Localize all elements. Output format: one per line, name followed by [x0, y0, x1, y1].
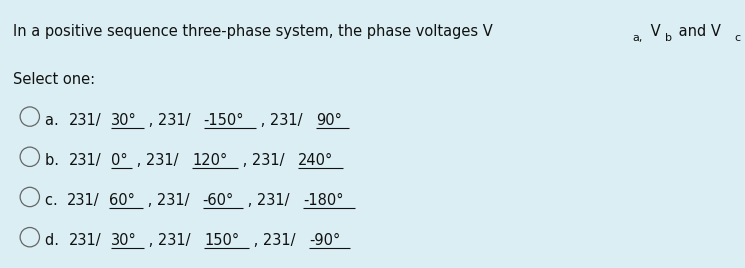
Text: V: V	[646, 24, 661, 39]
Text: are respectively:: are respectively:	[742, 24, 745, 39]
Text: d.: d.	[45, 233, 63, 248]
Text: 120°: 120°	[192, 153, 227, 168]
Text: , 231/: , 231/	[142, 193, 189, 208]
Text: c: c	[735, 33, 741, 43]
Text: -150°: -150°	[203, 113, 244, 128]
Text: 231/: 231/	[69, 113, 101, 128]
Text: , 231/: , 231/	[238, 153, 285, 168]
Text: 60°: 60°	[110, 193, 135, 208]
Text: 90°: 90°	[316, 113, 342, 128]
Text: c.: c.	[45, 193, 62, 208]
Text: 0°: 0°	[111, 153, 127, 168]
Text: b.: b.	[45, 153, 63, 168]
Text: a.: a.	[45, 113, 63, 128]
Text: 231/: 231/	[69, 233, 101, 248]
Text: and V: and V	[673, 24, 720, 39]
Text: -90°: -90°	[309, 233, 340, 248]
Text: , 231/: , 231/	[144, 113, 190, 128]
Text: a,: a,	[633, 33, 643, 43]
Text: , 231/: , 231/	[256, 113, 302, 128]
Text: 150°: 150°	[204, 233, 239, 248]
Text: b: b	[665, 33, 672, 43]
Text: 30°: 30°	[111, 233, 136, 248]
Text: , 231/: , 231/	[144, 233, 191, 248]
Text: 231/: 231/	[69, 153, 101, 168]
Text: 231/: 231/	[67, 193, 100, 208]
Text: 30°: 30°	[110, 113, 136, 128]
Text: , 231/: , 231/	[133, 153, 179, 168]
Text: , 231/: , 231/	[250, 233, 296, 248]
Text: Select one:: Select one:	[13, 72, 95, 87]
Text: In a positive sequence three-phase system, the phase voltages V: In a positive sequence three-phase syste…	[13, 24, 493, 39]
Text: , 231/: , 231/	[243, 193, 289, 208]
Text: -180°: -180°	[303, 193, 343, 208]
Text: -60°: -60°	[203, 193, 234, 208]
Text: 240°: 240°	[298, 153, 333, 168]
